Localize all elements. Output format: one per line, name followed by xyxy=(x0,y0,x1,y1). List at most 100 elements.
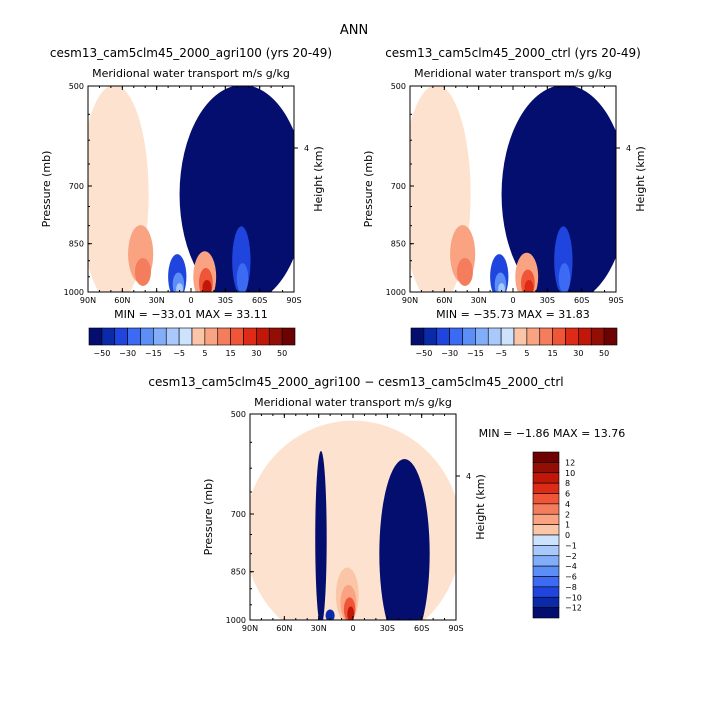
y-tick-label: 700 xyxy=(69,182,84,191)
y-tick-label: 700 xyxy=(231,510,246,519)
colorbar-box xyxy=(436,327,450,346)
x-tick-label: 90S xyxy=(448,624,463,633)
colorbar-box xyxy=(532,462,560,474)
colorbar: −50 −30 −15 −5 5 15 30 50 xyxy=(88,327,296,358)
colorbar-label: −8 xyxy=(565,583,577,592)
colorbar-box xyxy=(532,586,560,598)
field-region-pos-6 xyxy=(347,606,355,620)
colorbar-label: 0 xyxy=(565,531,570,540)
colorbar-box xyxy=(268,327,283,346)
x-tick-label: 90S xyxy=(608,296,623,305)
colorbar-label: −50 xyxy=(415,349,432,358)
colorbar-box xyxy=(230,327,244,346)
colorbar-label: 15 xyxy=(226,349,236,358)
colorbar-box xyxy=(532,576,560,588)
colorbar-box xyxy=(532,451,560,463)
colorbar-box xyxy=(410,327,425,346)
x-tick-label: 60N xyxy=(276,624,292,633)
x-tick-label: 90N xyxy=(80,296,96,305)
field-region-pos-6 xyxy=(202,280,212,292)
colorbar-box xyxy=(243,327,257,346)
x-tick-label: 30S xyxy=(540,296,555,305)
colorbar-box xyxy=(462,327,476,346)
x-tick-label: 30N xyxy=(471,296,487,305)
colorbar-label: −1 xyxy=(565,541,577,550)
colorbar-box xyxy=(532,503,560,515)
field-region-pos-3 xyxy=(456,258,473,286)
height-tick-label: 4 xyxy=(466,472,471,481)
panel-subtitle: Meridional water transport m/s g/kg xyxy=(92,67,290,80)
colorbar-box xyxy=(578,327,592,346)
colorbar-label: −10 xyxy=(565,593,582,602)
y-tick-label: 1000 xyxy=(226,616,246,625)
y-tick-label: 500 xyxy=(231,410,246,419)
colorbar-label: 4 xyxy=(565,500,570,509)
colorbar-box xyxy=(487,327,502,346)
field-region-neg-0 xyxy=(315,451,327,620)
colorbar-box xyxy=(539,327,553,346)
colorbar-box xyxy=(532,607,560,619)
y-tick-label: 1000 xyxy=(386,288,406,297)
colorbar-box xyxy=(178,327,193,346)
y-tick-label: 850 xyxy=(391,240,406,249)
panel-ctrl: cesm13_cam5clm45_2000_ctrl (yrs 20-49) Me… xyxy=(362,46,647,358)
colorbar-label: −50 xyxy=(93,349,110,358)
y-tick-label: 1000 xyxy=(64,288,84,297)
colorbar-box xyxy=(204,327,219,346)
field-region-neg-3 xyxy=(558,263,571,292)
colorbar-label: 50 xyxy=(599,349,609,358)
field xyxy=(410,86,616,292)
colorbar-box xyxy=(532,534,560,546)
colorbar-label: 50 xyxy=(277,349,287,358)
colorbar-box xyxy=(500,327,515,346)
min-max-stats: MIN = −35.73 MAX = 31.83 xyxy=(436,308,590,321)
panel-subtitle: Meridional water transport m/s g/kg xyxy=(254,396,452,409)
field xyxy=(250,420,456,620)
colorbar-label: 30 xyxy=(573,349,583,358)
colorbar-box xyxy=(532,513,560,525)
colorbar-label: 30 xyxy=(251,349,261,358)
colorbar-box xyxy=(88,327,103,346)
colorbar-label: 12 xyxy=(565,458,575,467)
field-region-neg-6 xyxy=(176,283,183,292)
colorbar-label: 15 xyxy=(548,349,558,358)
colorbar-box xyxy=(532,472,560,484)
min-max-stats: MIN = −1.86 MAX = 13.76 xyxy=(479,427,626,440)
panel-agri100: cesm13_cam5clm45_2000_agri100 (yrs 20-49… xyxy=(40,46,332,358)
colorbar-box xyxy=(532,545,560,557)
colorbar-label: −5 xyxy=(495,349,507,358)
colorbar-box xyxy=(127,327,141,346)
colorbar-box xyxy=(165,327,180,346)
x-tick-label: 90N xyxy=(402,296,418,305)
height-axis-label: Height (km) xyxy=(634,146,647,212)
colorbar-box xyxy=(532,596,560,608)
field-region-neg-3 xyxy=(236,263,249,292)
colorbar-box xyxy=(140,327,154,346)
colorbar-label: −6 xyxy=(565,573,577,582)
x-tick-label: 60N xyxy=(436,296,452,305)
figure-title: ANN xyxy=(340,23,368,38)
colorbar-box xyxy=(475,327,489,346)
y-tick-label: 500 xyxy=(69,82,84,91)
colorbar-box xyxy=(532,524,560,536)
colorbar-box xyxy=(217,327,231,346)
field-region-neg-6 xyxy=(498,283,505,292)
height-axis-label: Height (km) xyxy=(474,474,487,540)
colorbar-box xyxy=(423,327,438,346)
colorbar: −50 −30 −15 −5 5 15 30 50 xyxy=(410,327,618,358)
colorbar-box xyxy=(449,327,463,346)
y-tick-label: 850 xyxy=(69,240,84,249)
x-tick-label: 60S xyxy=(414,624,429,633)
y-tick-label: 500 xyxy=(391,82,406,91)
colorbar-box xyxy=(153,327,167,346)
colorbar-label: −15 xyxy=(145,349,162,358)
colorbar-label: −4 xyxy=(565,562,577,571)
colorbar-box xyxy=(565,327,579,346)
colorbar-label: 8 xyxy=(565,479,570,488)
colorbar-label: −30 xyxy=(441,349,458,358)
colorbar-label: 10 xyxy=(565,469,575,478)
x-tick-label: 0 xyxy=(510,296,515,305)
y-axis-label: Pressure (mb) xyxy=(362,151,375,228)
